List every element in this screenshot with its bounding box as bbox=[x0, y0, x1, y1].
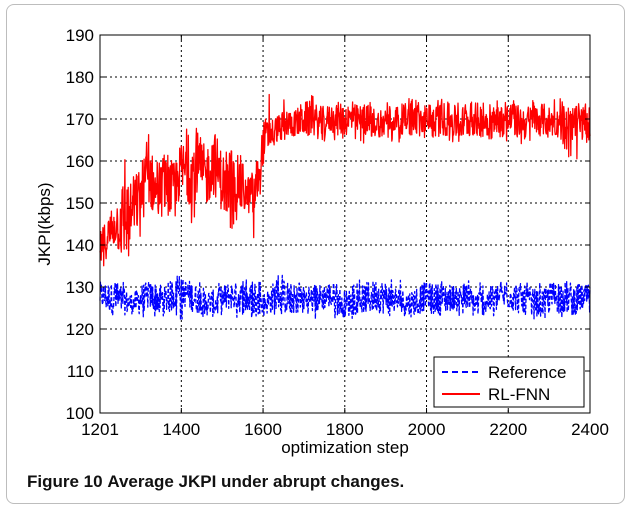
x-tick-label: 1400 bbox=[162, 420, 200, 439]
series-line-reference bbox=[99, 274, 591, 321]
x-tick-label: 2200 bbox=[489, 420, 527, 439]
figure-caption: Figure 10 Average JKPI under abrupt chan… bbox=[27, 472, 617, 492]
x-tick-label: 1201 bbox=[81, 420, 119, 439]
y-axis-label: JKPI(kbps) bbox=[35, 182, 54, 265]
y-tick-label: 140 bbox=[66, 236, 94, 255]
legend-box bbox=[433, 356, 585, 408]
y-tick-label: 150 bbox=[66, 194, 94, 213]
figure-caption-text: Average JKPI under abrupt changes. bbox=[107, 472, 405, 491]
y-tick-label: 130 bbox=[66, 278, 94, 297]
y-tick-label: 170 bbox=[66, 110, 94, 129]
series-layer bbox=[99, 93, 591, 321]
figure-frame: 1201 1400 1600 1800 2000 2200 2400 100 110 120 130… bbox=[6, 4, 625, 504]
x-tick-label: 2400 bbox=[571, 420, 609, 439]
legend-label: RL-FNN bbox=[488, 385, 550, 404]
x-tick-label: 1600 bbox=[244, 420, 282, 439]
y-tick-label: 100 bbox=[66, 404, 94, 423]
legend-label: Reference bbox=[488, 363, 566, 382]
y-tick-label: 160 bbox=[66, 152, 94, 171]
ticks bbox=[99, 34, 591, 414]
x-tick-label: 1800 bbox=[326, 420, 364, 439]
y-tick-label: 110 bbox=[67, 362, 94, 381]
figure-label: Figure 10 bbox=[27, 472, 103, 491]
line-chart: 1201 1400 1600 1800 2000 2200 2400 100 110 120 130… bbox=[35, 26, 609, 457]
series-line-rl-fnn bbox=[99, 93, 591, 267]
y-tick-label: 190 bbox=[66, 26, 94, 45]
legend: Reference RL-FNN bbox=[433, 356, 585, 408]
y-tick-label: 120 bbox=[66, 320, 94, 339]
x-axis-label: optimization step bbox=[281, 438, 409, 457]
y-tick-label: 180 bbox=[66, 68, 94, 87]
x-tick-label: 2000 bbox=[408, 420, 446, 439]
tick-labels: 1201 1400 1600 1800 2000 2200 2400 100 110 120 130… bbox=[66, 26, 609, 439]
